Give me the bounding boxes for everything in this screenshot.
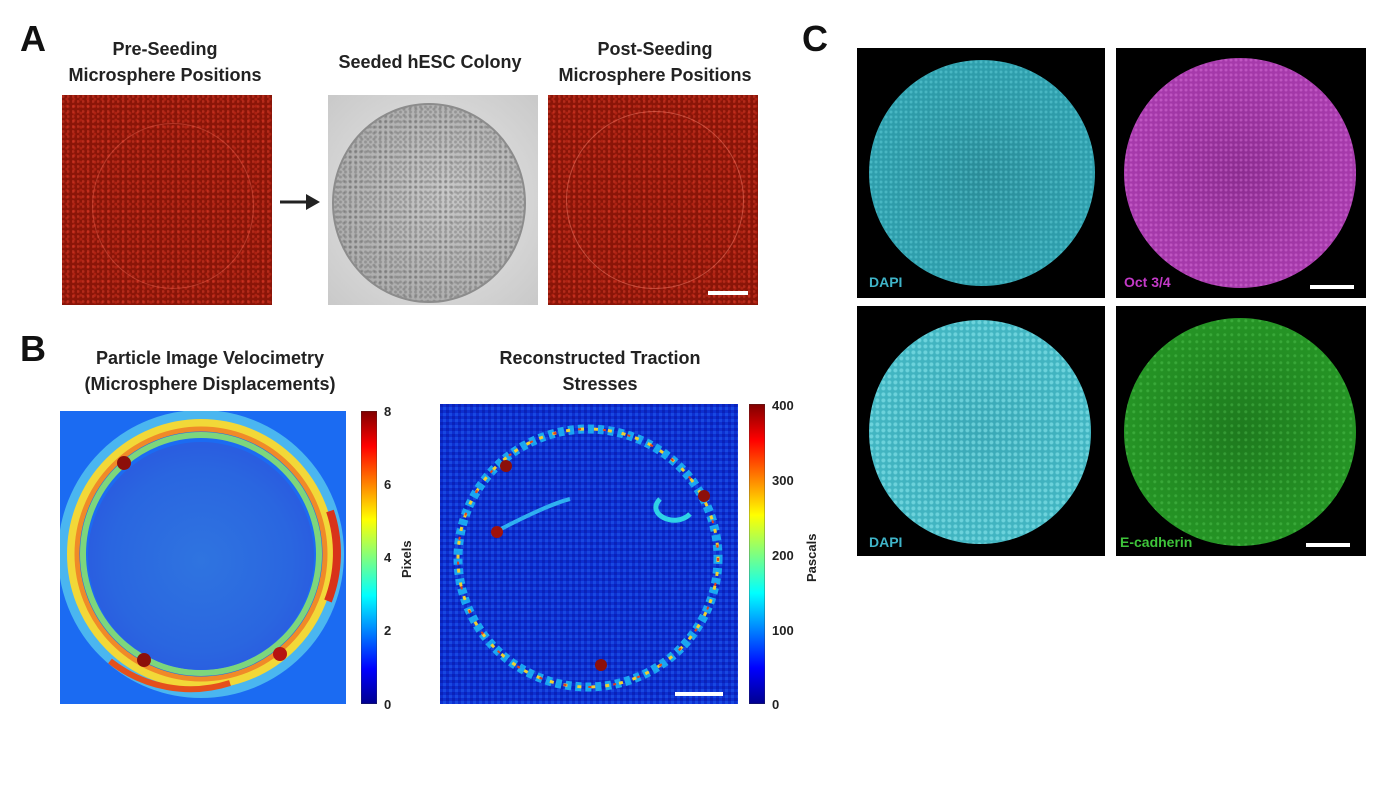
traction-colorbar-label: Pascals	[804, 533, 819, 582]
traction-scale-bar	[675, 692, 723, 696]
oct-colony	[1124, 58, 1356, 288]
traction-tick-100: 100	[772, 623, 794, 638]
seeded-colony-image	[328, 95, 538, 305]
seeded-colony-disc	[332, 103, 526, 303]
piv-tick-0: 0	[384, 697, 392, 712]
traction-heatmap	[440, 404, 738, 704]
dapi-label-bottom: DAPI	[869, 534, 903, 550]
post-seeding-title-line1: Post-Seeding	[597, 39, 713, 59]
piv-heatmap	[60, 411, 346, 704]
piv-tick-2: 2	[384, 623, 392, 638]
piv-colorbar	[361, 411, 377, 704]
pre-seeding-image	[62, 95, 272, 305]
pre-seeding-title: Pre-Seeding Microsphere Positions	[40, 36, 290, 88]
panel-letter-c: C	[802, 18, 828, 59]
piv-title-line2: (Microsphere Displacements)	[84, 374, 336, 394]
piv-tick-6: 6	[384, 477, 392, 492]
dapi-colony-bottom	[869, 320, 1091, 544]
piv-tick-8: 8	[384, 404, 392, 419]
seeded-colony-title: Seeded hESC Colony	[338, 52, 522, 72]
post-seeding-title: Post-Seeding Microsphere Positions	[530, 36, 780, 88]
traction-title-line1: Reconstructed Traction	[499, 348, 701, 368]
ecad-scale-bar	[1306, 543, 1350, 547]
pre-seeding-ring	[92, 123, 254, 289]
piv-title: Particle Image Velocimetry (Microsphere …	[60, 345, 360, 397]
panel-letter-a: A	[20, 18, 46, 59]
dapi-image-bottom: DAPI	[857, 306, 1105, 556]
pre-seeding-title-line2: Microsphere Positions	[68, 65, 262, 85]
piv-tick-4: 4	[384, 550, 392, 565]
panel-letter-b: B	[20, 328, 46, 369]
ecad-label: E-cadherin	[1120, 534, 1193, 550]
piv-colorbar-label: Pixels	[399, 540, 414, 578]
oct-image: Oct 3/4	[1116, 48, 1366, 298]
post-seeding-title-line2: Microsphere Positions	[558, 65, 752, 85]
ecad-colony	[1124, 318, 1356, 546]
piv-title-line1: Particle Image Velocimetry	[95, 348, 325, 368]
post-seeding-ring	[566, 111, 744, 289]
arrow-icon	[280, 194, 320, 210]
dapi-label-top: DAPI	[869, 274, 903, 290]
traction-colorbar	[749, 404, 765, 704]
post-seeding-image	[548, 95, 758, 305]
oct-label: Oct 3/4	[1124, 274, 1171, 290]
traction-title-line2: Stresses	[562, 374, 638, 394]
ecad-image: E-cadherin	[1116, 306, 1366, 556]
traction-title: Reconstructed Traction Stresses	[450, 345, 750, 397]
pre-seeding-title-line1: Pre-Seeding	[112, 39, 218, 59]
oct-scale-bar	[1310, 285, 1354, 289]
traction-tick-300: 300	[772, 473, 794, 488]
traction-tick-200: 200	[772, 548, 794, 563]
dapi-colony-top	[869, 60, 1095, 286]
traction-tick-400: 400	[772, 398, 794, 413]
dapi-image-top: DAPI	[857, 48, 1105, 298]
scale-bar	[708, 291, 748, 295]
traction-tick-0: 0	[772, 697, 780, 712]
